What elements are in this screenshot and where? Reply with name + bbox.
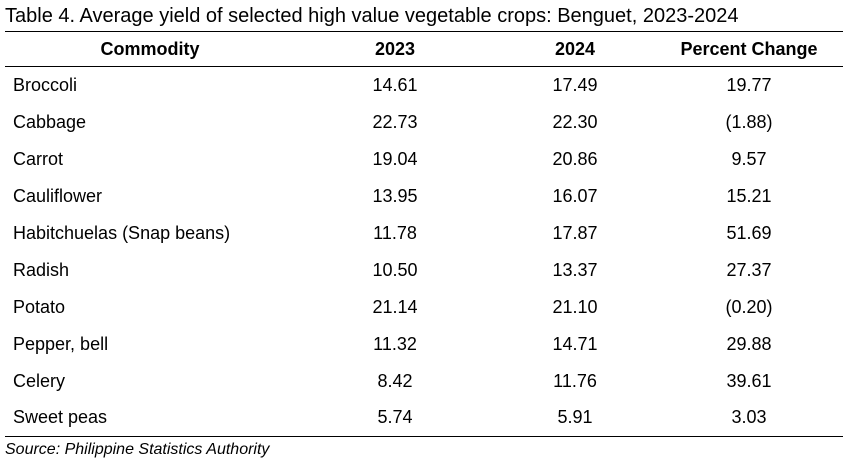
table-row: Cauliflower 13.95 16.07 15.21	[5, 178, 843, 215]
cell-percent-change: 27.37	[726, 259, 772, 280]
cell-2024: 14.71	[552, 333, 598, 354]
table-row: Pepper, bell 11.32 14.71 29.88	[5, 326, 843, 363]
cell-2023: 13.95	[372, 185, 418, 206]
cell-2023: 11.32	[373, 333, 417, 354]
cell-2024: 16.07	[552, 185, 598, 206]
cell-2023: 10.50	[372, 259, 418, 280]
cell-percent-change: (1.88)	[725, 111, 773, 132]
cell-percent-change: 15.21	[726, 185, 772, 206]
table-row: Cabbage 22.73 22.30 (1.88)	[5, 104, 843, 141]
cell-2024: 21.10	[552, 296, 598, 317]
cell-percent-change: 29.88	[726, 333, 772, 354]
cell-commodity: Celery	[13, 370, 66, 391]
source-note: Source: Philippine Statistics Authority	[5, 441, 270, 458]
table-row: Carrot 19.04 20.86 9.57	[5, 141, 843, 178]
cell-2023: 11.78	[373, 222, 417, 243]
cell-percent-change: 9.57	[731, 148, 767, 169]
cell-2024: 13.37	[552, 259, 598, 280]
table-title: Table 4. Average yield of selected high …	[5, 5, 739, 27]
cell-commodity: Potato	[13, 296, 66, 317]
column-header-2023: 2023	[295, 31, 495, 67]
cell-percent-change: (0.20)	[725, 296, 773, 317]
cell-commodity: Broccoli	[13, 74, 78, 95]
table-row: Broccoli 14.61 17.49 19.77	[5, 67, 843, 104]
cell-percent-change: 51.69	[726, 222, 772, 243]
cell-commodity: Cauliflower	[13, 185, 103, 206]
cell-percent-change: 3.03	[655, 399, 843, 437]
cell-2023: 19.04	[372, 148, 418, 169]
cell-2024: 11.76	[553, 370, 597, 391]
cell-2023: 14.61	[372, 74, 418, 95]
table-row: Sweet peas 5.74 5.91 3.03	[5, 399, 843, 437]
cell-2024: 20.86	[552, 148, 598, 169]
cell-2023: 5.74	[295, 399, 495, 437]
cell-commodity: Pepper, bell	[13, 333, 109, 354]
cell-2023: 8.42	[377, 370, 413, 391]
table-row: Celery 8.42 11.76 39.61	[5, 363, 843, 400]
cell-2024: 5.91	[495, 399, 655, 437]
cell-commodity: Sweet peas	[5, 399, 295, 437]
table-header-row: Commodity 2023 2024 Percent Change	[5, 31, 843, 67]
cell-commodity: Habitchuelas (Snap beans)	[13, 222, 231, 243]
yield-table: Commodity 2023 2024 Percent Change Brocc…	[5, 31, 843, 437]
cell-percent-change: 39.61	[726, 370, 772, 391]
column-header-2024: 2024	[495, 31, 655, 67]
column-header-commodity: Commodity	[5, 31, 295, 67]
table-row: Radish 10.50 13.37 27.37	[5, 252, 843, 289]
cell-commodity: Radish	[13, 259, 70, 280]
cell-2023: 21.14	[372, 296, 418, 317]
cell-2023: 22.73	[372, 111, 418, 132]
cell-2024: 17.49	[552, 74, 598, 95]
cell-commodity: Cabbage	[13, 111, 87, 132]
table-row: Potato 21.14 21.10 (0.20)	[5, 289, 843, 326]
cell-percent-change: 19.77	[726, 74, 772, 95]
cell-2024: 22.30	[552, 111, 598, 132]
table-row: Habitchuelas (Snap beans) 11.78 17.87 51…	[5, 215, 843, 252]
cell-commodity: Carrot	[13, 148, 64, 169]
cell-2024: 17.87	[552, 222, 598, 243]
column-header-percent-change: Percent Change	[655, 31, 843, 67]
